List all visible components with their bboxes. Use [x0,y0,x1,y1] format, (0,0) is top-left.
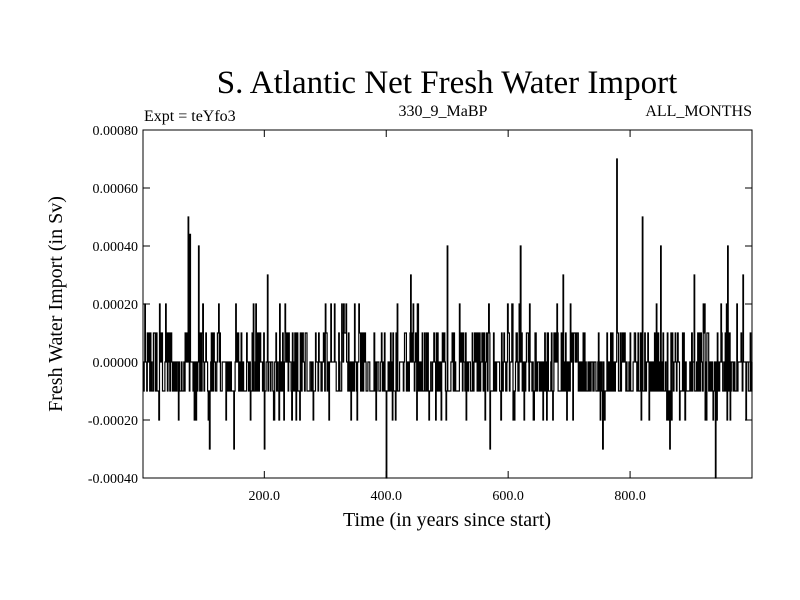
chart-title: S. Atlantic Net Fresh Water Import [217,65,678,101]
y-tick-label: 0.00000 [93,356,139,371]
y-tick-label: 0.00080 [93,124,139,139]
months-label: ALL_MONTHS [645,103,752,120]
experiment-label: Expt = teYfo3 [144,108,236,125]
x-axis-label: Time (in years since start) [343,509,551,531]
y-tick-label: 0.00040 [93,240,139,255]
x-tick-label: 600.0 [492,489,524,504]
x-tick-label: 200.0 [249,489,281,504]
y-tick-label: -0.00020 [88,414,138,429]
y-tick-label: 0.00060 [93,182,139,197]
plot-area: -0.00040 -0.00020 0.00000 0.00020 0.00040 0.0… [88,124,753,504]
x-tick-label: 800.0 [614,489,646,504]
y-axis-label: Fresh Water Import (in Sv) [45,196,67,412]
series-line [143,158,753,479]
y-tick-label: 0.00020 [93,298,139,313]
x-tick-label: 400.0 [370,489,402,504]
y-tick-label: -0.00040 [88,472,138,487]
period-label: 330_9_MaBP [399,103,488,120]
